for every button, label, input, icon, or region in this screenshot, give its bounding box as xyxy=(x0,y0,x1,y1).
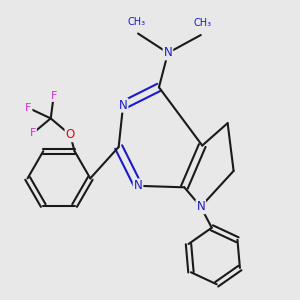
Text: N: N xyxy=(196,200,205,213)
Text: N: N xyxy=(164,46,172,59)
Text: CH₃: CH₃ xyxy=(128,17,146,27)
Text: F: F xyxy=(25,103,32,113)
Text: N: N xyxy=(119,99,128,112)
Text: F: F xyxy=(50,91,57,101)
Text: O: O xyxy=(65,128,75,141)
Text: F: F xyxy=(30,128,36,138)
Text: N: N xyxy=(134,179,142,192)
Text: CH₃: CH₃ xyxy=(193,19,211,28)
